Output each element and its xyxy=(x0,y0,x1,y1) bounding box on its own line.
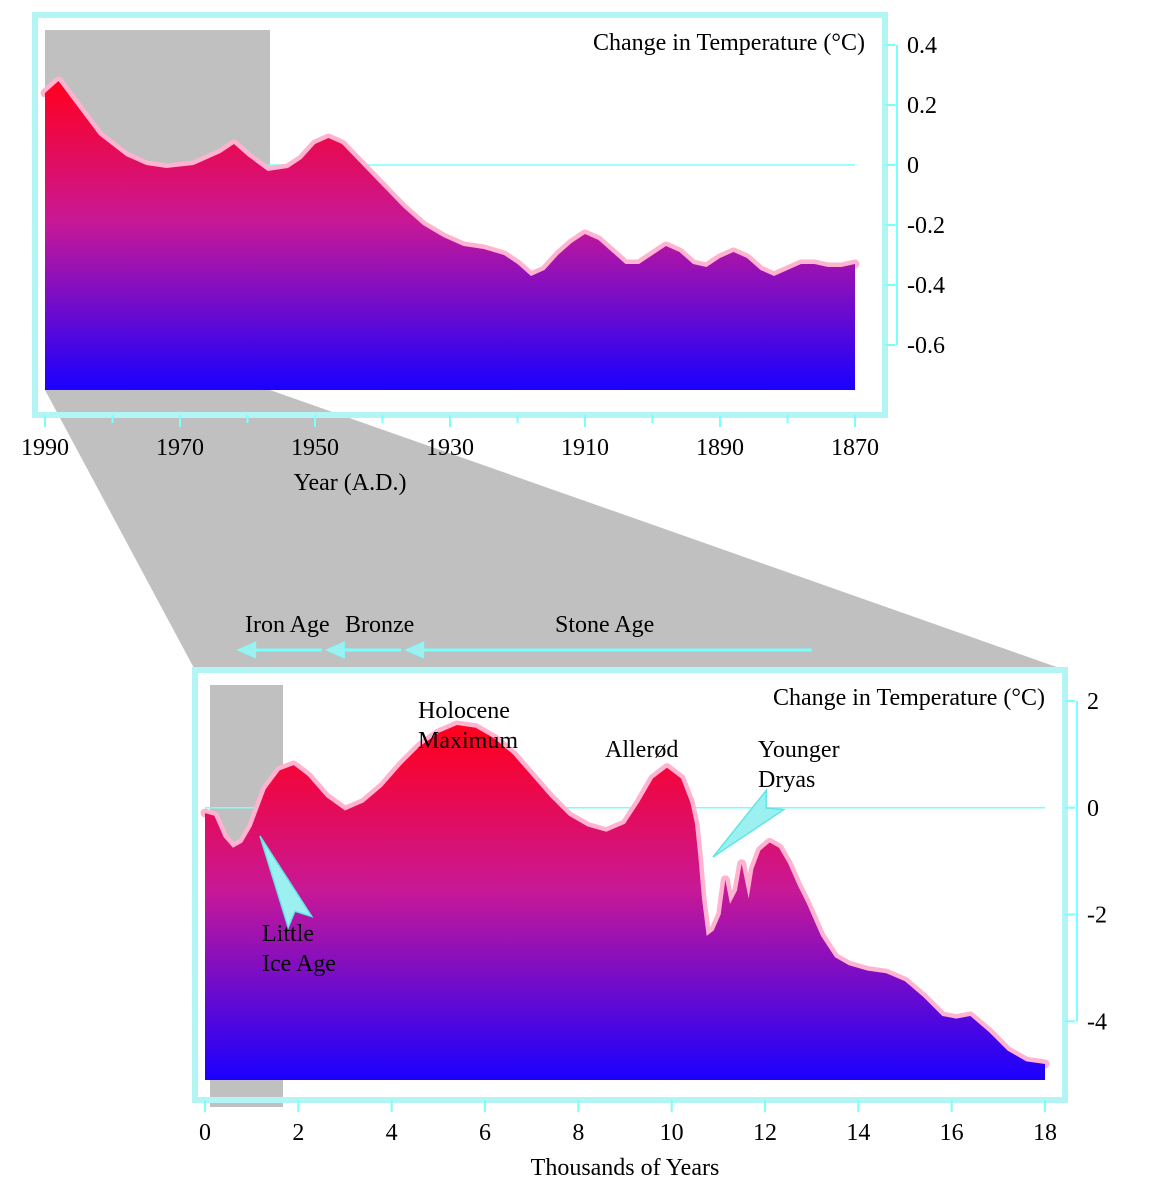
annotation-holocene-line2: Maximum xyxy=(418,728,518,754)
figure-root: 1990 1970 1950 1930 1910 1890 1870 0.4 0.2 0 -0.2 -… xyxy=(0,0,1151,1198)
age-label-iron: Iron Age xyxy=(245,612,330,638)
top-chart-xlabel: Year (A.D.) xyxy=(294,470,407,496)
bottom-chart-ytick-label: -2 xyxy=(1087,903,1107,929)
age-label-stone: Stone Age xyxy=(555,612,654,638)
top-chart-xtick-label: 1950 xyxy=(291,435,339,461)
age-label-bronze: Bronze xyxy=(345,612,414,638)
top-chart-ytick-label: 0.2 xyxy=(907,93,937,119)
bottom-chart-xtick-label: 0 xyxy=(199,1120,211,1146)
bottom-chart-xtick-label: 18 xyxy=(1033,1120,1057,1146)
bottom-chart-xtick-label: 14 xyxy=(846,1120,870,1146)
bottom-chart-ytick-label: 0 xyxy=(1087,796,1099,822)
bottom-chart-xlabel: Thousands of Years xyxy=(531,1155,720,1181)
top-chart-xtick-label: 1870 xyxy=(831,435,879,461)
bottom-chart-title: Change in Temperature (°C) xyxy=(773,685,1045,711)
top-chart-ytick-label: 0.4 xyxy=(907,33,937,59)
bottom-chart-xtick-label: 12 xyxy=(753,1120,777,1146)
bottom-chart-ytick-label: -4 xyxy=(1087,1009,1107,1035)
top-chart-xtick-label: 1890 xyxy=(696,435,744,461)
annotation-holocene-line1: Holocene xyxy=(418,698,510,724)
top-chart-ytick-label: -0.2 xyxy=(907,213,945,239)
top-chart-ytick-label: -0.4 xyxy=(907,273,945,299)
top-chart-xtick-label: 1970 xyxy=(156,435,204,461)
bottom-chart-xtick-label: 2 xyxy=(292,1120,304,1146)
bottom-chart-xtick-label: 6 xyxy=(479,1120,491,1146)
top-chart-ytick-label: 0 xyxy=(907,153,919,179)
bottom-chart-xtick-label: 8 xyxy=(572,1120,584,1146)
top-chart-ytick-label: -0.6 xyxy=(907,333,945,359)
top-chart-title: Change in Temperature (°C) xyxy=(593,30,865,56)
bottom-chart-ytick-label: 2 xyxy=(1087,689,1099,715)
annotation-younger-line1: Younger xyxy=(758,737,840,763)
bottom-chart-area xyxy=(205,725,1045,1080)
top-chart-xtick-label: 1930 xyxy=(426,435,474,461)
bottom-chart-xtick-label: 4 xyxy=(386,1120,398,1146)
top-chart-xtick-label: 1910 xyxy=(561,435,609,461)
annotation-allerod: Allerød xyxy=(605,737,678,763)
bottom-chart-xtick-label: 10 xyxy=(660,1120,684,1146)
bottom-chart-xtick-label: 16 xyxy=(940,1120,964,1146)
annotation-little_ice-line2: Ice Age xyxy=(262,951,336,977)
top-chart-xtick-label: 1990 xyxy=(21,435,69,461)
